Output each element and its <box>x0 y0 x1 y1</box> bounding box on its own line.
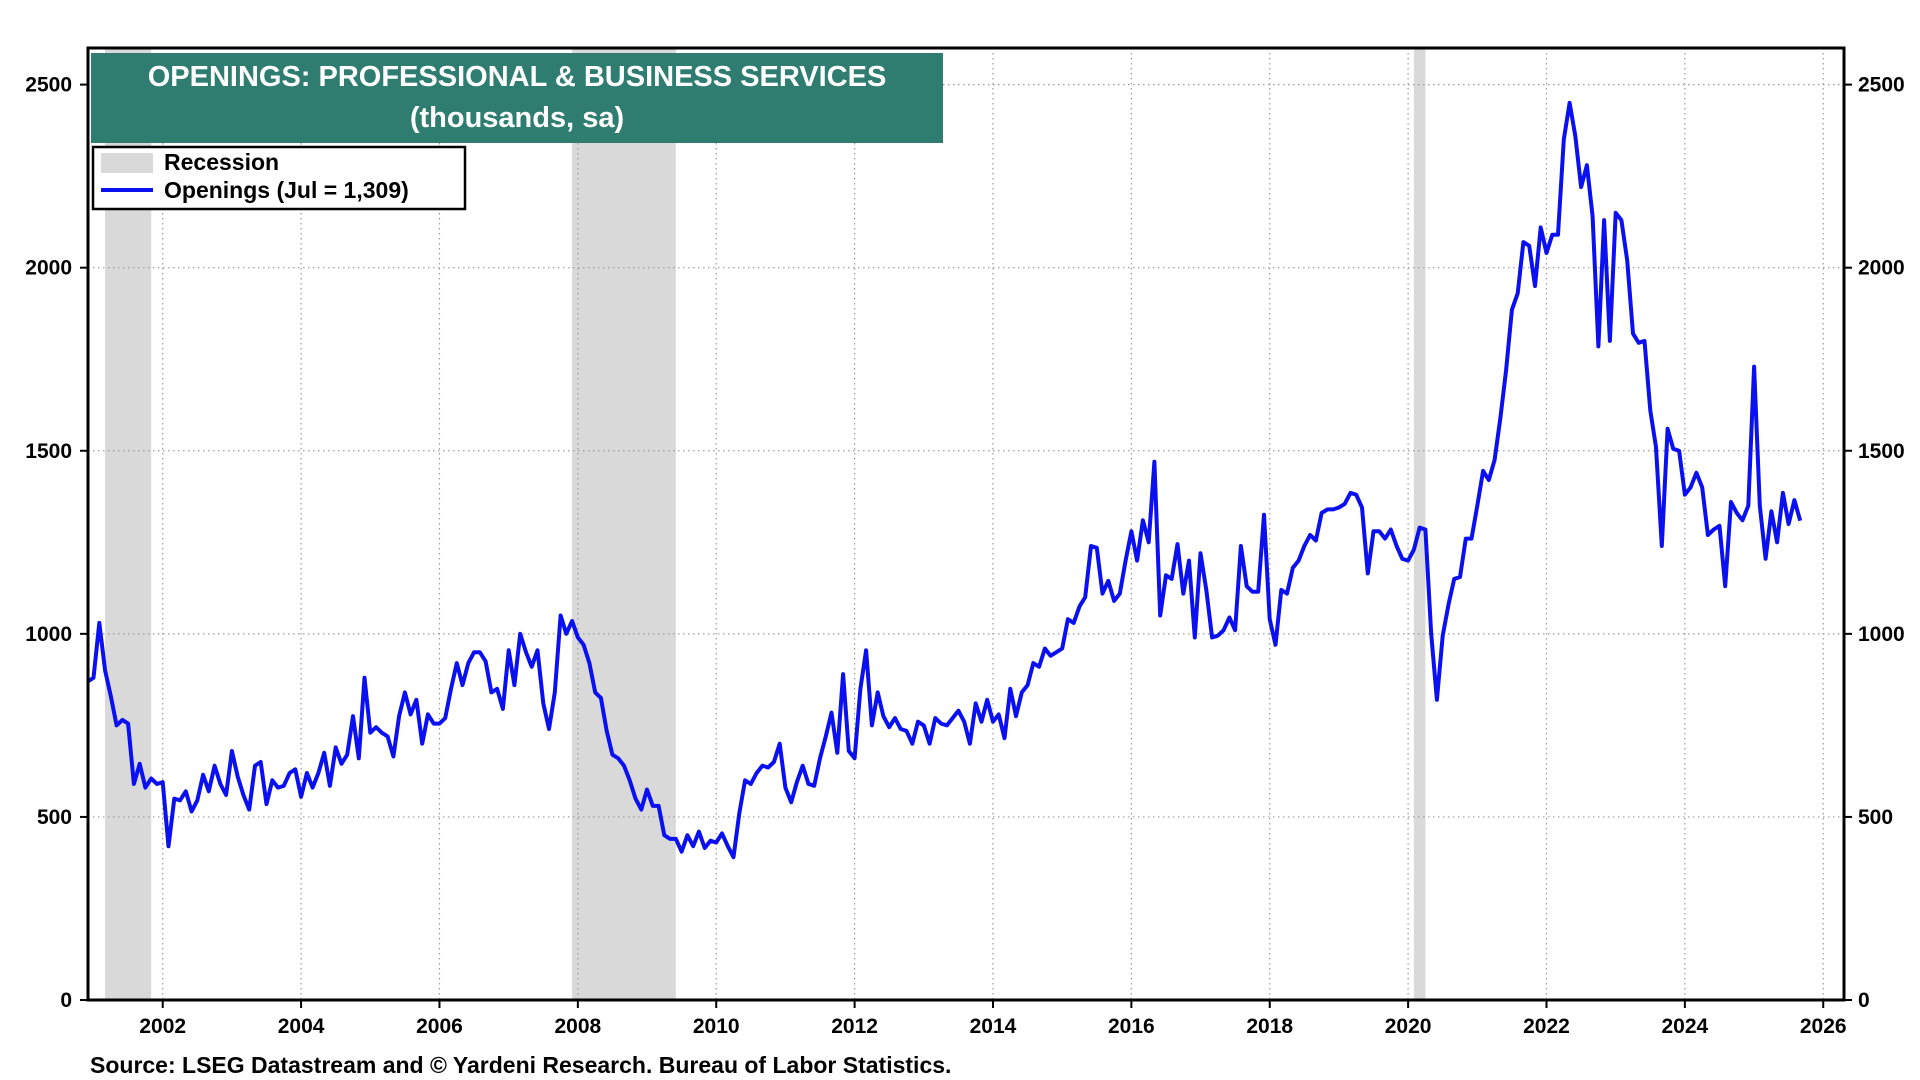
x-tick-label: 2002 <box>139 1015 186 1038</box>
y-tick-label-left: 1000 <box>25 623 72 646</box>
title-box: OPENINGS: PROFESSIONAL & BUSINESS SERVIC… <box>91 53 943 143</box>
x-tick-label: 2024 <box>1662 1015 1709 1038</box>
recession-band-2 <box>572 48 676 1000</box>
x-tick-label: 2004 <box>278 1015 325 1038</box>
gridlines <box>88 48 1844 1000</box>
y-tick-label-right: 2000 <box>1858 257 1905 280</box>
axes: 0 0 500 500 1000 1000 1500 1500 2000 2000 2500 2500… <box>25 74 1904 1038</box>
y-tick-label-left: 0 <box>60 989 72 1012</box>
title-background <box>91 53 943 143</box>
chart-subtitle: (thousands, sa) <box>410 102 624 134</box>
x-tick-label: 2022 <box>1523 1015 1570 1038</box>
y-tick-label-right: 1500 <box>1858 440 1905 463</box>
legend-box <box>91 145 467 211</box>
x-tick-label: 2006 <box>416 1015 463 1038</box>
recession-band-3 <box>1413 48 1426 1000</box>
x-tick-label: 2026 <box>1800 1015 1847 1038</box>
series-line-layer <box>86 100 1803 860</box>
y-tick-label-left: 500 <box>37 806 72 829</box>
x-tick-label: 2010 <box>693 1015 740 1038</box>
plot-frame <box>86 46 1846 1002</box>
y-tick-label-left: 2000 <box>25 257 72 280</box>
x-tick-label: 2012 <box>831 1015 878 1038</box>
series-line-openings <box>86 100 1803 860</box>
x-tick-label: 2016 <box>1108 1015 1155 1038</box>
legend-recession-label: Recession <box>164 149 279 175</box>
chart-title: OPENINGS: PROFESSIONAL & BUSINESS SERVIC… <box>148 61 887 93</box>
legend: Recession Openings (Jul = 1,309) <box>91 145 467 211</box>
y-tick-label-left: 2500 <box>25 74 72 97</box>
x-tick-label: 2014 <box>970 1015 1017 1038</box>
legend-recession-swatch <box>101 153 153 173</box>
legend-series-label: Openings (Jul = 1,309) <box>164 177 409 203</box>
y-tick-label-right: 0 <box>1858 989 1870 1012</box>
x-tick-label: 2018 <box>1246 1015 1293 1038</box>
source-note: Source: LSEG Datastream and © Yardeni Re… <box>90 1052 951 1078</box>
y-tick-label-right: 1000 <box>1858 623 1905 646</box>
x-tick-label: 2008 <box>554 1015 601 1038</box>
y-tick-label-right: 500 <box>1858 806 1893 829</box>
x-tick-label: 2020 <box>1385 1015 1432 1038</box>
y-tick-label-left: 1500 <box>25 440 72 463</box>
y-tick-label-right: 2500 <box>1858 74 1905 97</box>
